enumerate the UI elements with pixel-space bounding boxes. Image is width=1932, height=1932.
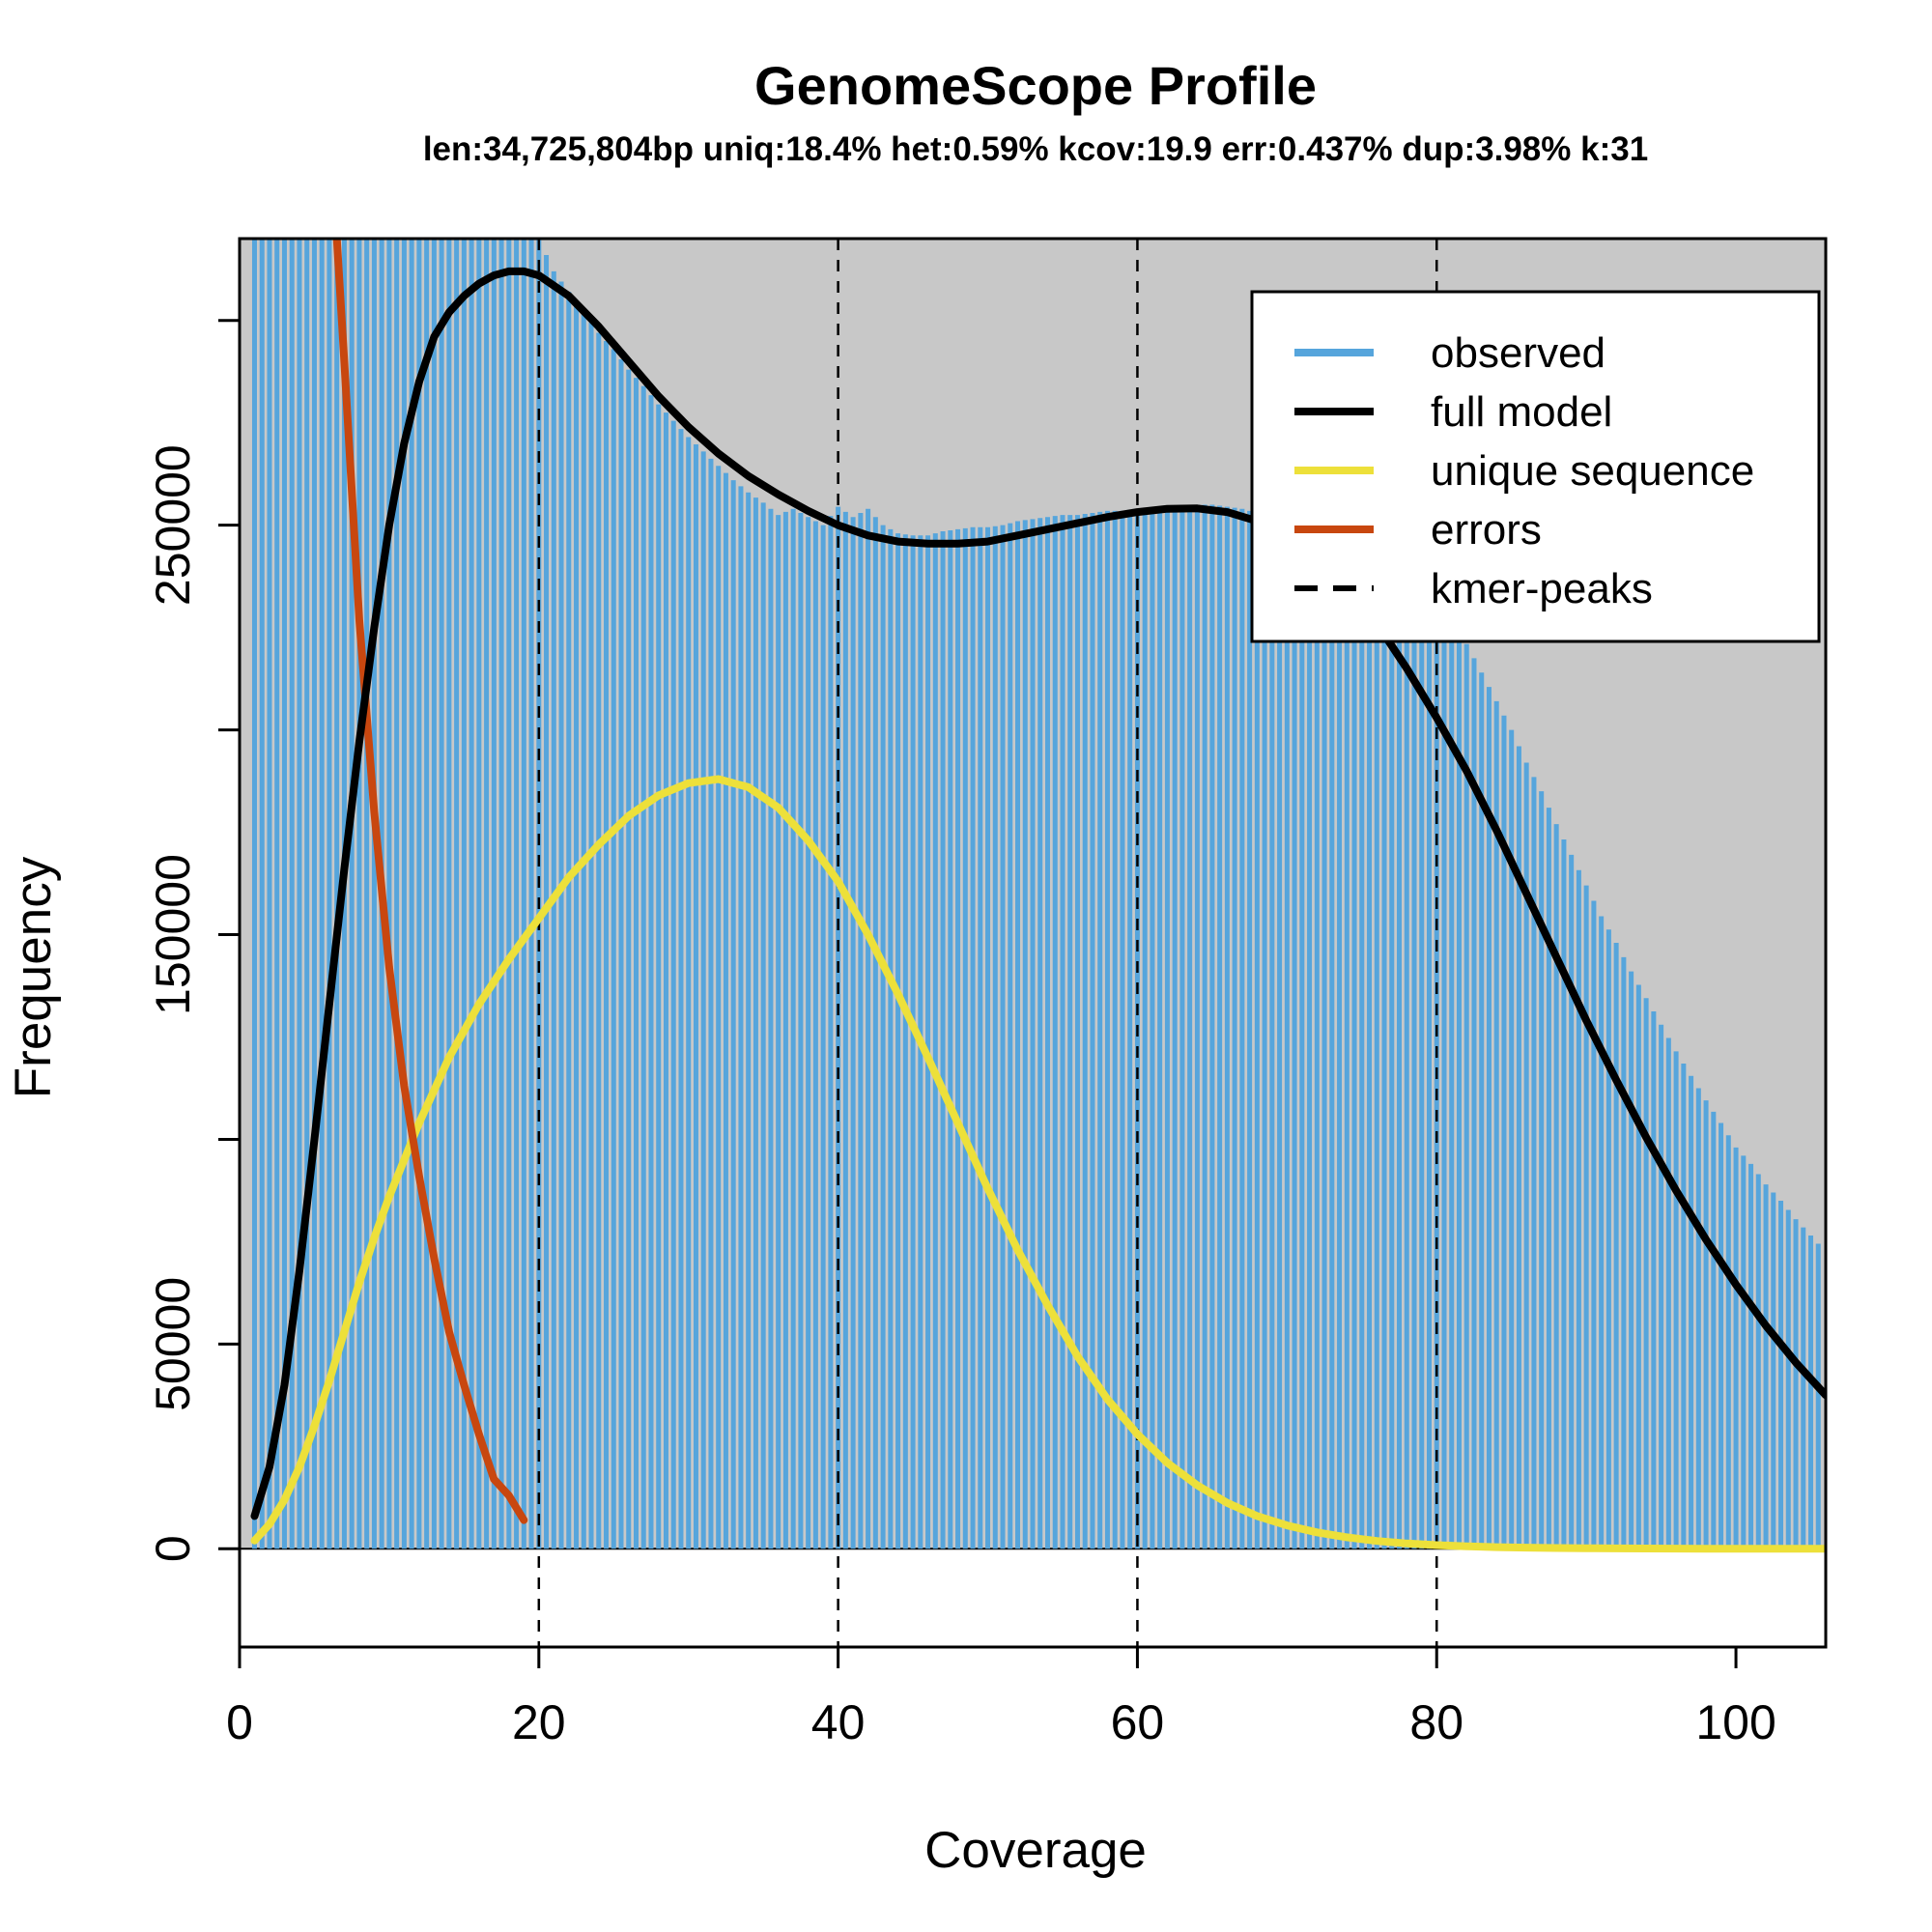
x-tick-label: 60 (1111, 1695, 1165, 1749)
x-axis-label: Coverage (924, 1822, 1147, 1879)
legend-label-kmer-peaks: kmer-peaks (1431, 565, 1653, 612)
y-axis-label: Frequency (5, 856, 62, 1098)
x-tick-label: 100 (1695, 1695, 1776, 1749)
y-tick-label: 150000 (146, 854, 200, 1015)
y-tick-label: 0 (146, 1535, 200, 1562)
legend-label-unique-sequence: unique sequence (1431, 447, 1754, 495)
legend-label-errors: errors (1431, 506, 1542, 554)
legend-label-observed: observed (1431, 329, 1605, 377)
x-tick-label: 0 (226, 1695, 253, 1749)
chart-subtitle: len:34,725,804bp uniq:18.4% het:0.59% kc… (423, 130, 1648, 168)
chart-title: GenomeScope Profile (754, 55, 1317, 116)
full-model-line (250, 267, 1826, 1520)
legend-label-full-model: full model (1431, 388, 1612, 436)
legend: observed full model unique sequence errors k… (1250, 290, 1821, 643)
unique-sequence-line (250, 775, 1826, 1553)
x-tick-label: 80 (1409, 1695, 1463, 1749)
plot-frame (238, 237, 1828, 1649)
y-tick-label: 250000 (146, 444, 200, 606)
x-tick-label: 40 (811, 1695, 866, 1749)
x-tick-label: 20 (512, 1695, 566, 1749)
y-tick-label: 50000 (146, 1277, 200, 1411)
errors-line (332, 239, 528, 1524)
